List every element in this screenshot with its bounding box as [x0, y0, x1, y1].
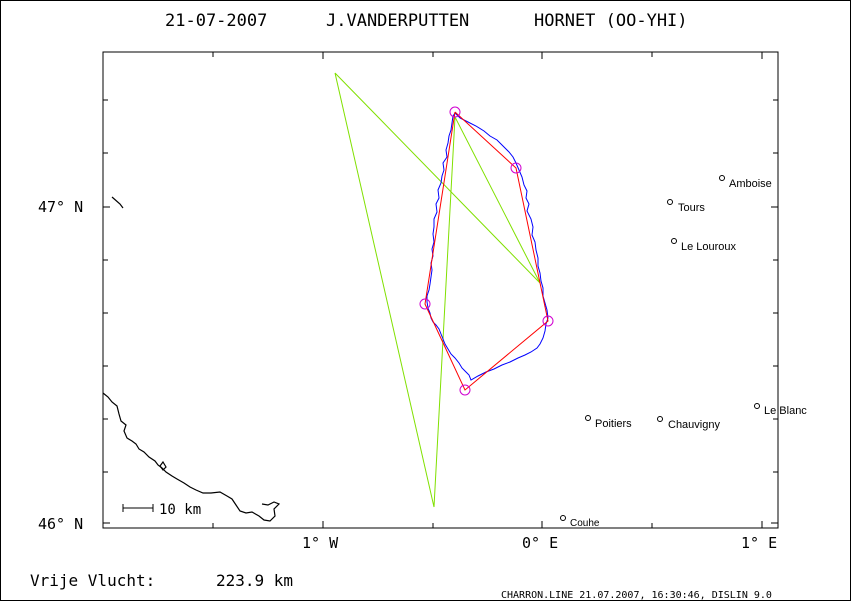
file-info: CHARRON.LINE 21.07.2007, 16:30:46, DISLI… — [501, 590, 772, 601]
declared-task-line — [334, 72, 541, 508]
optimized-route — [424, 111, 549, 391]
town-label-le-blanc: Le Blanc — [764, 405, 807, 417]
distance-label: Vrije Vlucht: — [30, 571, 155, 590]
town-label-couhe: Couhe — [570, 518, 600, 529]
gps-track — [426, 112, 549, 381]
town-markers — [560, 175, 760, 521]
turnpoint-1 — [449, 106, 461, 118]
lat-label-47: 47° N — [38, 198, 83, 216]
lon-label-0e: 0° E — [522, 534, 558, 552]
turnpoint-4 — [459, 384, 471, 396]
header-pilot: J.VANDERPUTTEN — [326, 11, 469, 31]
town-label-amboise: Amboise — [729, 178, 772, 190]
lon-label-1w: 1° W — [302, 534, 339, 552]
turnpoint-5 — [419, 298, 431, 310]
scale-bar-label: 10 km — [159, 502, 201, 518]
scale-bar — [122, 504, 154, 512]
turnpoints — [419, 106, 554, 396]
distance-value: 223.9 km — [216, 571, 293, 590]
header-glider: HORNET (OO-YHI) — [534, 11, 688, 31]
town-label-chauvigny: Chauvigny — [668, 419, 720, 431]
lat-label-46: 46° N — [38, 515, 83, 533]
turnpoint-3 — [542, 315, 554, 327]
axis-ticks — [103, 52, 778, 528]
town-label-le-louroux: Le Louroux — [681, 241, 737, 253]
header-date: 21-07-2007 — [165, 11, 267, 31]
plot-area — [102, 51, 779, 529]
turnpoint-2 — [510, 162, 522, 174]
town-label-tours: Tours — [678, 202, 705, 214]
coastline — [102, 196, 281, 522]
lon-label-1e: 1° E — [741, 534, 777, 552]
town-label-poitiers: Poitiers — [595, 418, 632, 430]
